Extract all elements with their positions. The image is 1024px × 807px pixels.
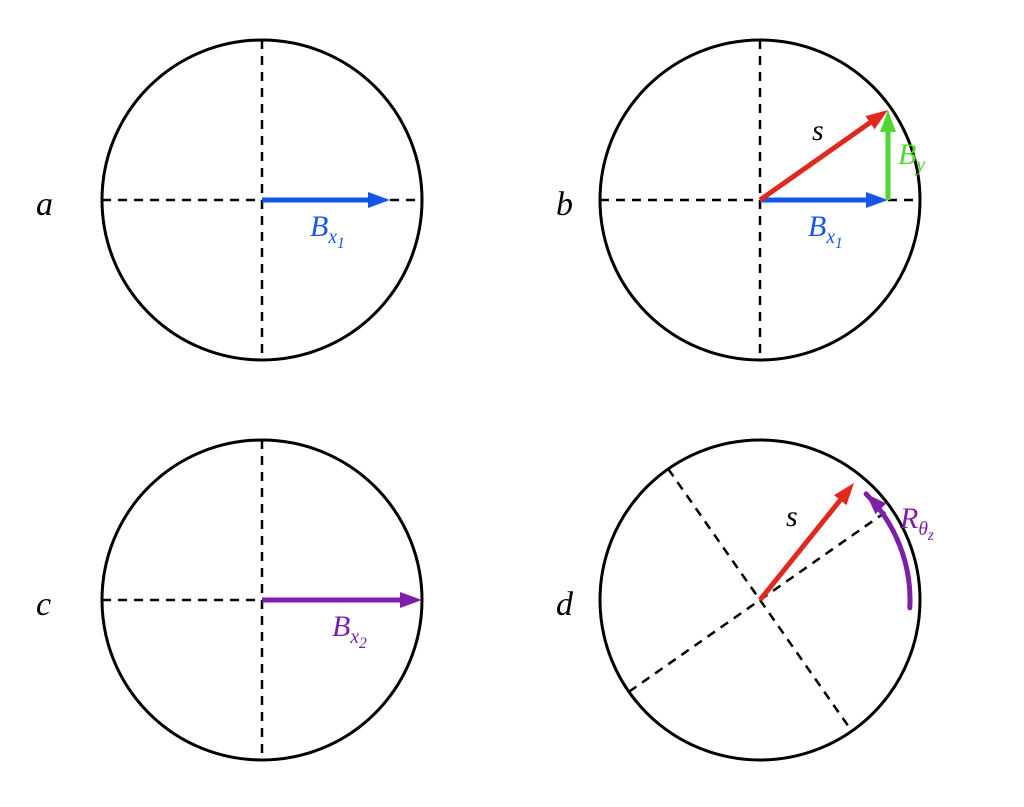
- panel-c: [102, 440, 422, 760]
- label-b-By: By: [898, 138, 925, 177]
- vector-Bx2-head: [400, 592, 422, 608]
- panel-d: [600, 440, 920, 760]
- panel-label-d: d: [556, 586, 573, 624]
- panel-a: [102, 40, 422, 360]
- vector-Bx1-head: [866, 192, 888, 208]
- panel-label-c: c: [36, 586, 51, 624]
- label-b-s: s: [812, 114, 824, 148]
- label-a-Bx1: Bx1: [310, 210, 345, 253]
- vector-Bx1-head: [368, 192, 390, 208]
- label-d-s: s: [786, 500, 798, 534]
- label-b-Bx1: Bx1: [808, 210, 843, 253]
- vector-s: [760, 492, 846, 600]
- diagram-canvas: [0, 0, 1024, 807]
- panel-label-b: b: [556, 186, 573, 224]
- panel-b: [600, 40, 920, 360]
- label-c-Bx2: Bx2: [332, 610, 367, 653]
- label-d-Rthetaz: Rθz: [900, 502, 934, 545]
- panel-label-a: a: [36, 186, 53, 224]
